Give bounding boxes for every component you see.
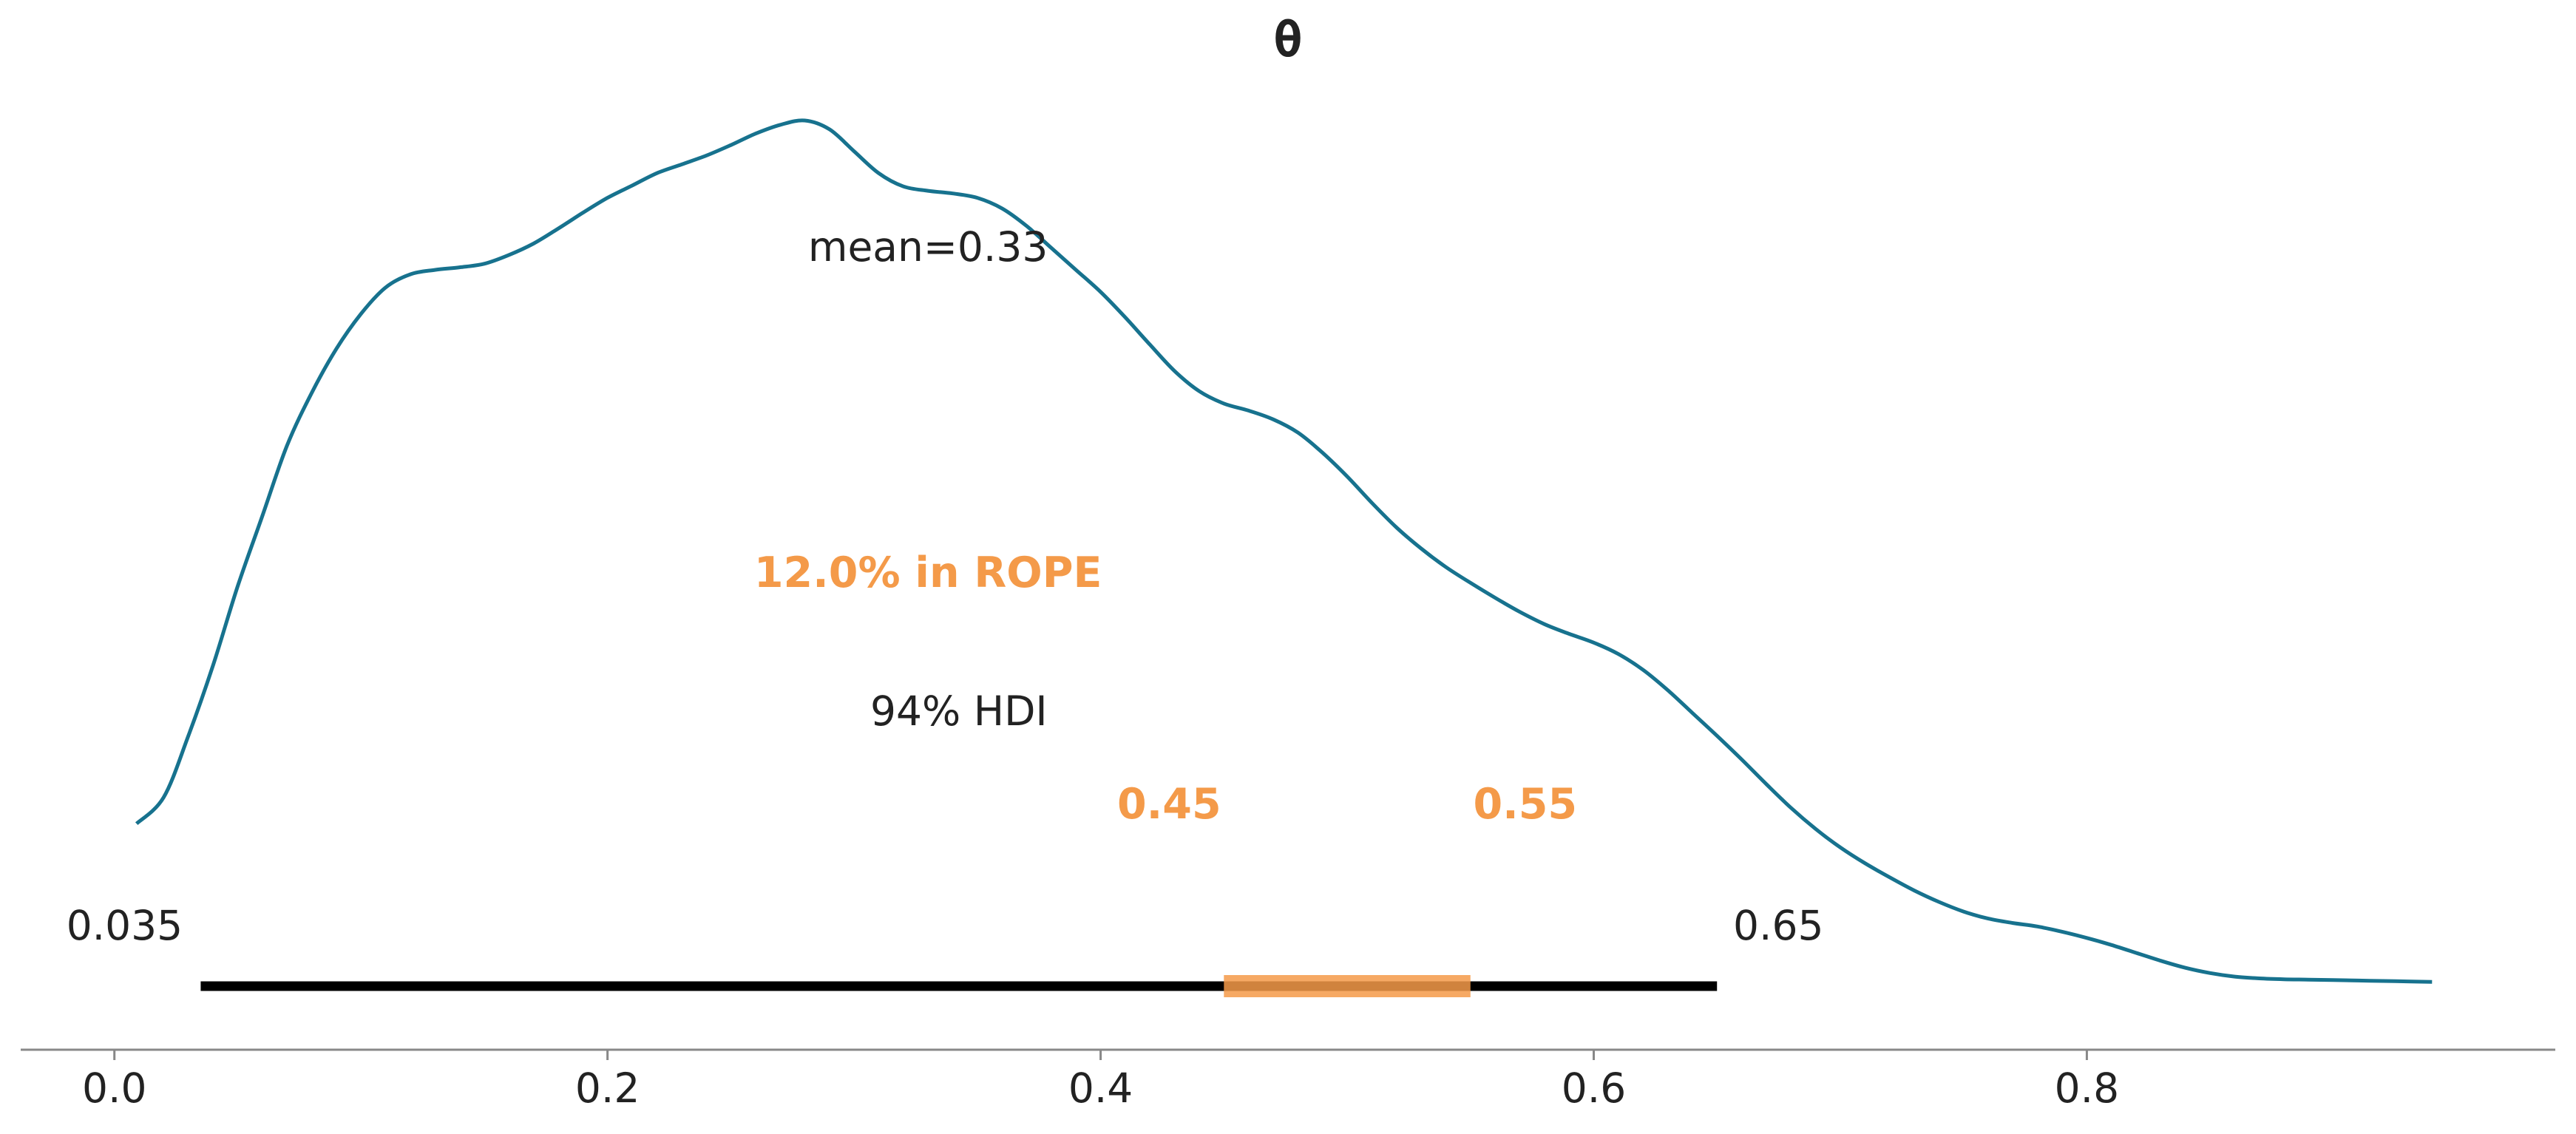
x-tick-label: 0.4 xyxy=(1068,1065,1133,1112)
mean-label: mean=0.33 xyxy=(808,223,1048,271)
x-tick-label: 0.2 xyxy=(575,1065,640,1112)
x-tick-label: 0.8 xyxy=(2055,1065,2119,1112)
x-axis-ticks: 0.0 0.2 0.4 0.6 0.8 xyxy=(82,1050,2119,1112)
x-tick-label: 0.6 xyxy=(1562,1065,1626,1112)
chart-title: θ xyxy=(1273,11,1303,68)
rope-low-label: 0.45 xyxy=(1117,780,1221,829)
x-tick-label: 0.0 xyxy=(82,1065,146,1112)
hdi-high-label: 0.65 xyxy=(1733,902,1823,949)
hdi-low-label: 0.035 xyxy=(67,902,183,949)
rope-high-label: 0.55 xyxy=(1473,780,1577,829)
hdi-label: 94% HDI xyxy=(870,687,1048,735)
density-curve xyxy=(135,118,2433,984)
rope-percent-label: 12.0% in ROPE xyxy=(754,549,1102,597)
